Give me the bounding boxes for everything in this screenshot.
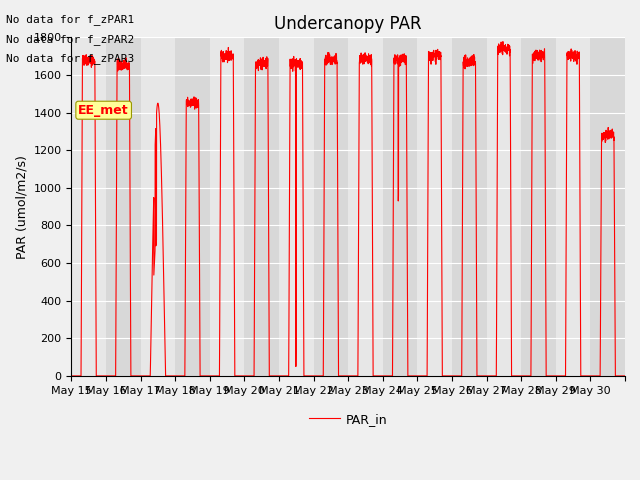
Bar	[486, 37, 521, 376]
Bar	[141, 37, 175, 376]
PAR_in	[369, 273, 376, 278]
PAR_in	[399, 55, 406, 60]
Bar	[348, 37, 383, 376]
Line: PAR_in: PAR_in	[72, 42, 625, 376]
Legend: PAR_in: PAR_in	[303, 408, 393, 431]
Text: No data for f_zPAR1: No data for f_zPAR1	[6, 14, 134, 25]
Text: EE_met: EE_met	[78, 104, 129, 117]
Bar	[279, 37, 314, 376]
Y-axis label: PAR (umol/m2/s): PAR (umol/m2/s)	[15, 155, 28, 259]
Bar	[556, 37, 591, 376]
Bar	[210, 37, 244, 376]
PAR_in	[527, 300, 535, 305]
Bar	[72, 37, 106, 376]
PAR_in	[499, 39, 507, 45]
PAR_in	[621, 373, 629, 379]
PAR_in	[541, 244, 549, 250]
PAR_in	[500, 43, 508, 48]
PAR_in	[182, 120, 190, 126]
Text: No data for f_zPAR3: No data for f_zPAR3	[6, 53, 134, 64]
Bar	[417, 37, 452, 376]
PAR_in	[68, 373, 76, 379]
Text: No data for f_zPAR2: No data for f_zPAR2	[6, 34, 134, 45]
Title: Undercanopy PAR: Undercanopy PAR	[275, 15, 422, 33]
